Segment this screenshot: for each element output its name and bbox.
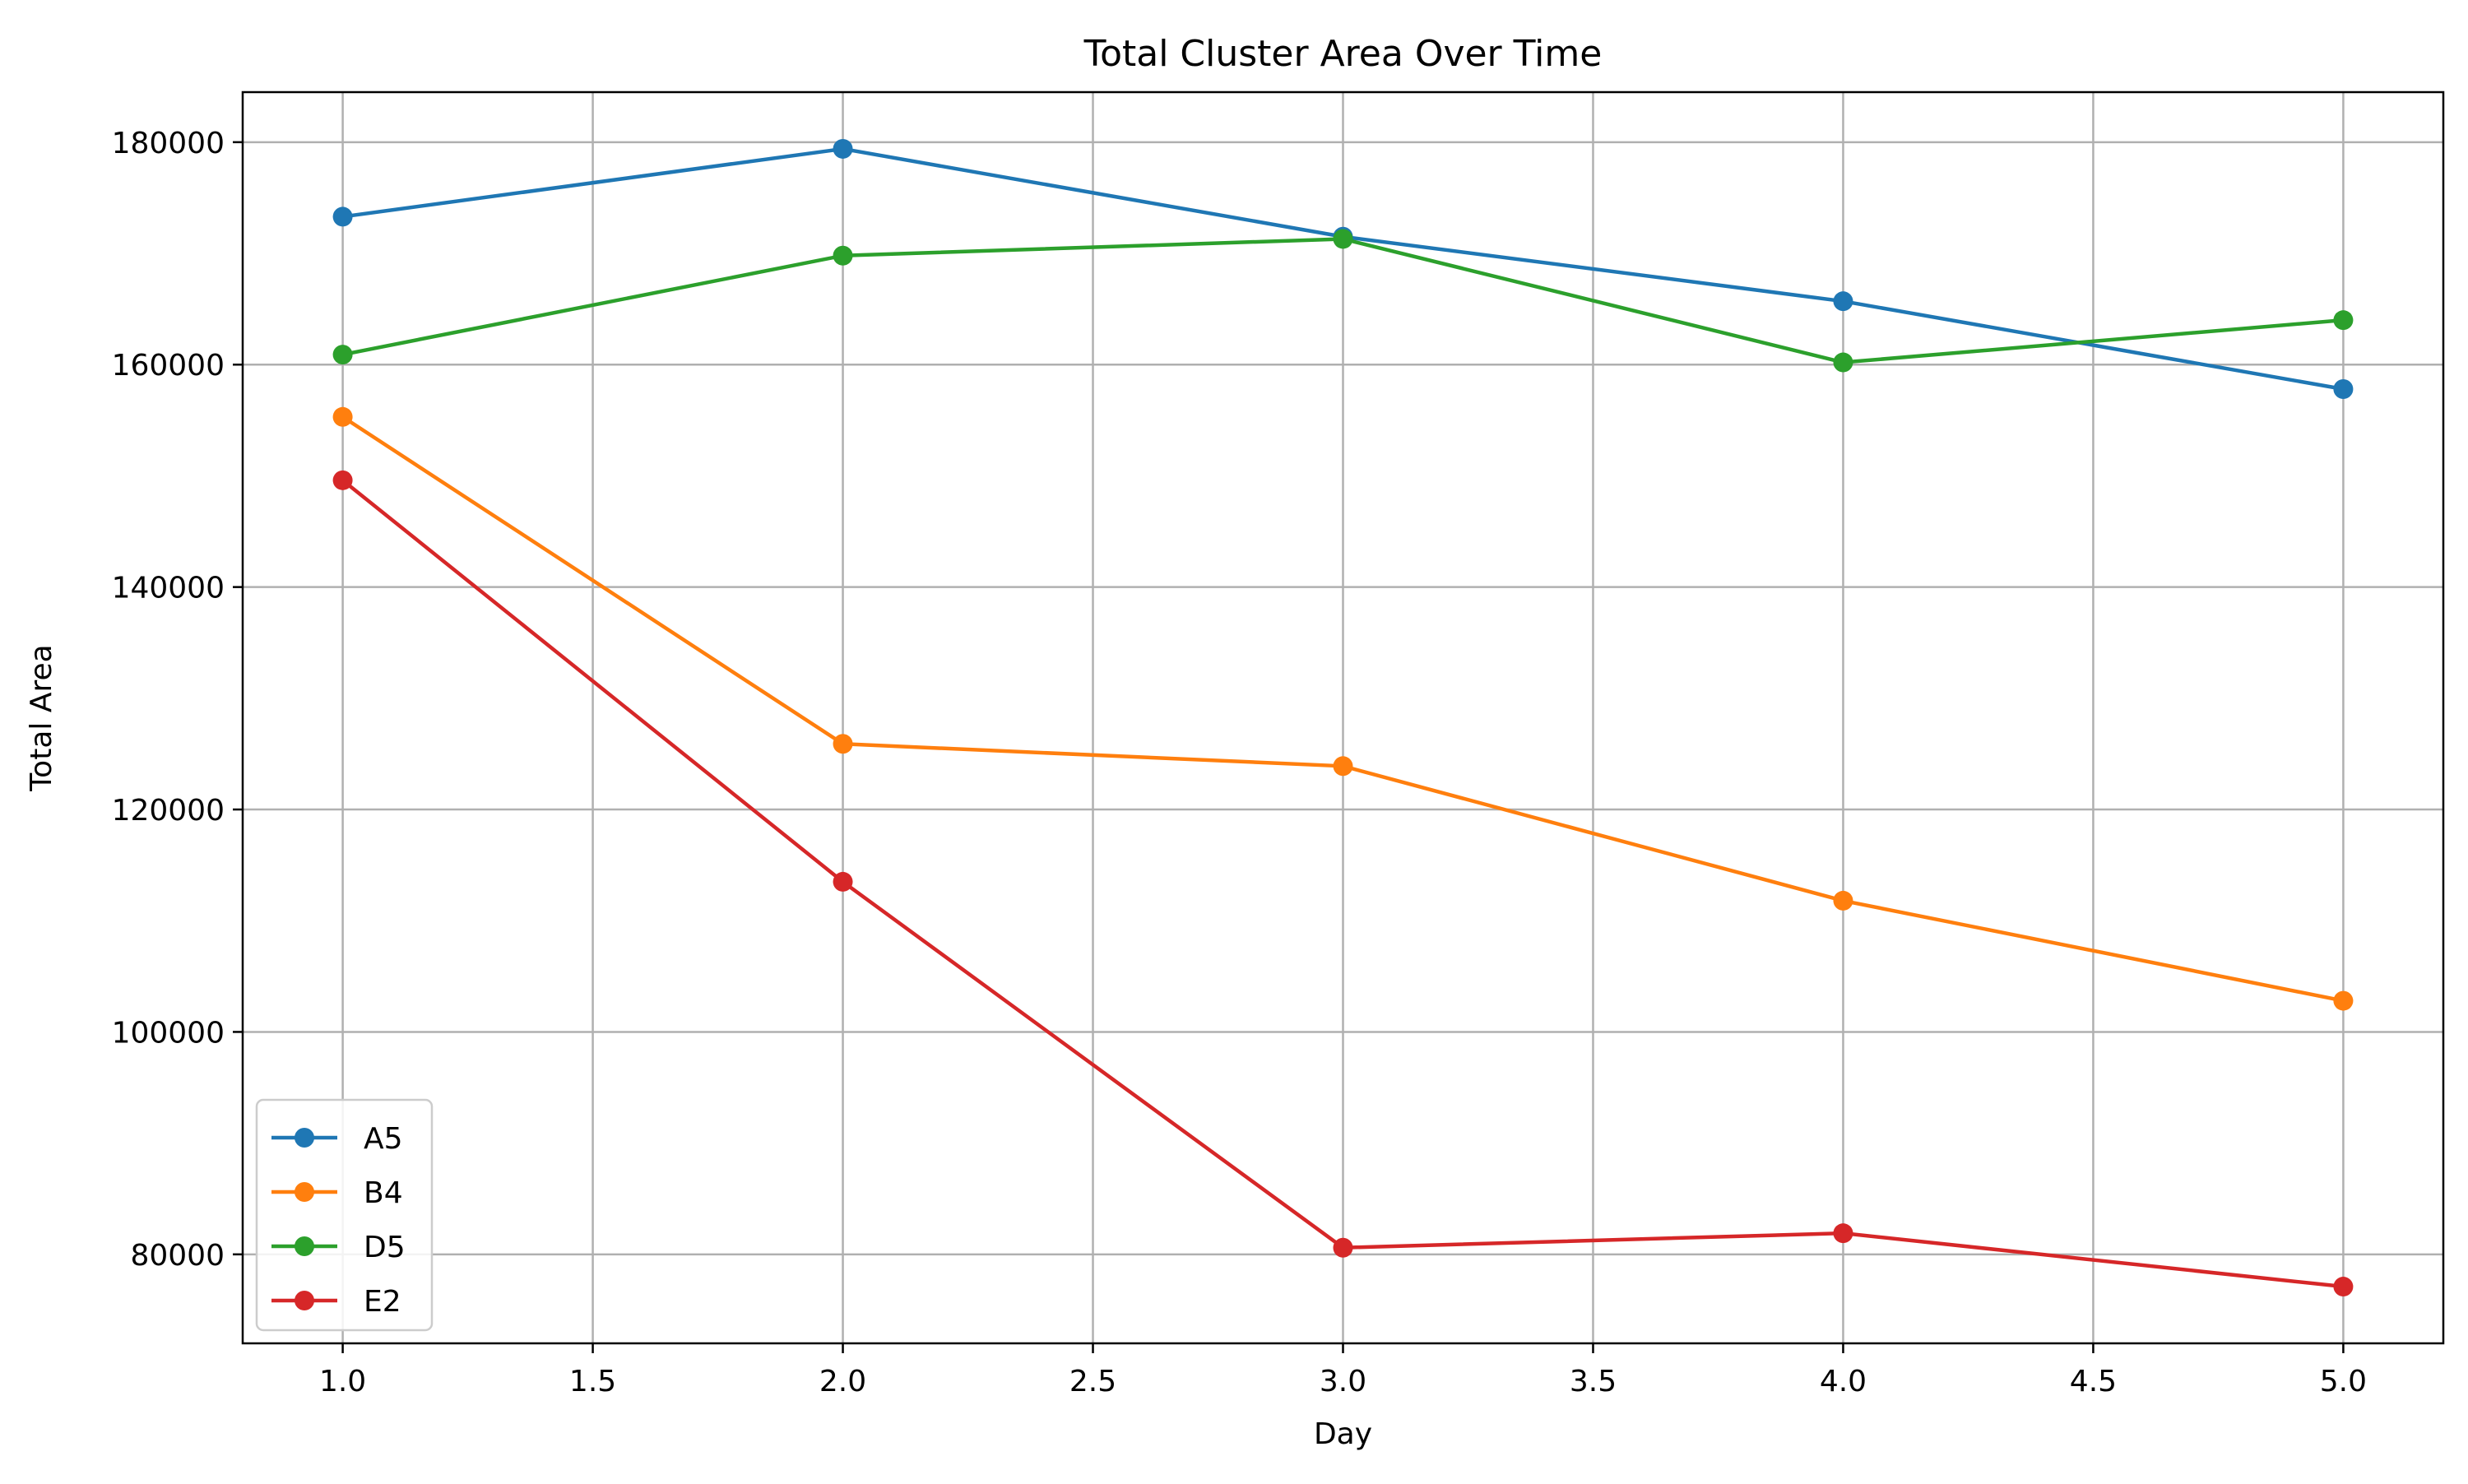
- legend-label: B4: [364, 1176, 403, 1210]
- legend-item-e2: E2: [271, 1285, 401, 1319]
- x-tick-label: 3.5: [1570, 1365, 1617, 1398]
- chart-title: Total Cluster Area Over Time: [1083, 33, 1603, 75]
- y-axis-ticks: 80000 100000 120000 140000 160000 180000: [112, 127, 243, 1273]
- x-tick-label: 5.0: [2320, 1365, 2367, 1398]
- legend-label: E2: [364, 1285, 401, 1319]
- data-point: [332, 345, 353, 365]
- series-d5: [332, 229, 2354, 373]
- data-point: [332, 470, 353, 490]
- data-point: [833, 138, 853, 159]
- series-b4: [332, 406, 2354, 1011]
- x-tick-label: 2.0: [819, 1365, 866, 1398]
- legend-item-b4: B4: [271, 1176, 403, 1210]
- legend-marker: [295, 1236, 314, 1256]
- data-point: [1833, 291, 1853, 312]
- x-tick-label: 1.5: [569, 1365, 616, 1398]
- data-point: [1333, 1237, 1353, 1258]
- legend-label: A5: [364, 1122, 403, 1156]
- legend-box: [255, 1098, 434, 1332]
- x-tick-label: 2.5: [1069, 1365, 1116, 1398]
- y-tick-label: 160000: [112, 349, 225, 383]
- legend: A5 B4 D5 E2: [255, 1098, 434, 1332]
- data-point: [2333, 310, 2354, 331]
- x-tick-label: 3.0: [1320, 1365, 1366, 1398]
- series-e2: [332, 470, 2354, 1297]
- x-axis-ticks: 1.0 1.5 2.0 2.5 3.0 3.5 4.0 4.5 5.0: [319, 1343, 2367, 1398]
- data-point: [1833, 352, 1853, 373]
- legend-item-d5: D5: [271, 1231, 406, 1264]
- data-point: [2333, 378, 2354, 399]
- data-point: [332, 406, 353, 427]
- y-tick-label: 80000: [130, 1239, 225, 1273]
- data-point: [1833, 890, 1853, 911]
- y-tick-label: 100000: [112, 1016, 225, 1050]
- y-tick-label: 180000: [112, 127, 225, 160]
- x-tick-label: 1.0: [319, 1365, 366, 1398]
- y-tick-label: 120000: [112, 794, 225, 828]
- legend-marker: [295, 1182, 314, 1202]
- data-point: [833, 734, 853, 754]
- y-axis-label: Total Area: [25, 644, 58, 791]
- y-tick-label: 140000: [112, 572, 225, 605]
- legend-marker: [295, 1128, 314, 1148]
- data-point: [1333, 756, 1353, 777]
- data-point: [1833, 1223, 1853, 1244]
- legend-item-a5: A5: [271, 1122, 403, 1156]
- data-point: [1333, 229, 1353, 249]
- data-point: [833, 871, 853, 892]
- data-point: [332, 206, 353, 227]
- data-point: [2333, 990, 2354, 1011]
- x-tick-label: 4.5: [2070, 1365, 2117, 1398]
- legend-label: D5: [364, 1231, 406, 1264]
- series-lines: [332, 138, 2354, 1297]
- data-point: [2333, 1277, 2354, 1297]
- legend-marker: [295, 1291, 314, 1310]
- data-point: [833, 245, 853, 266]
- x-tick-label: 4.0: [1820, 1365, 1867, 1398]
- x-axis-label: Day: [1314, 1417, 1372, 1451]
